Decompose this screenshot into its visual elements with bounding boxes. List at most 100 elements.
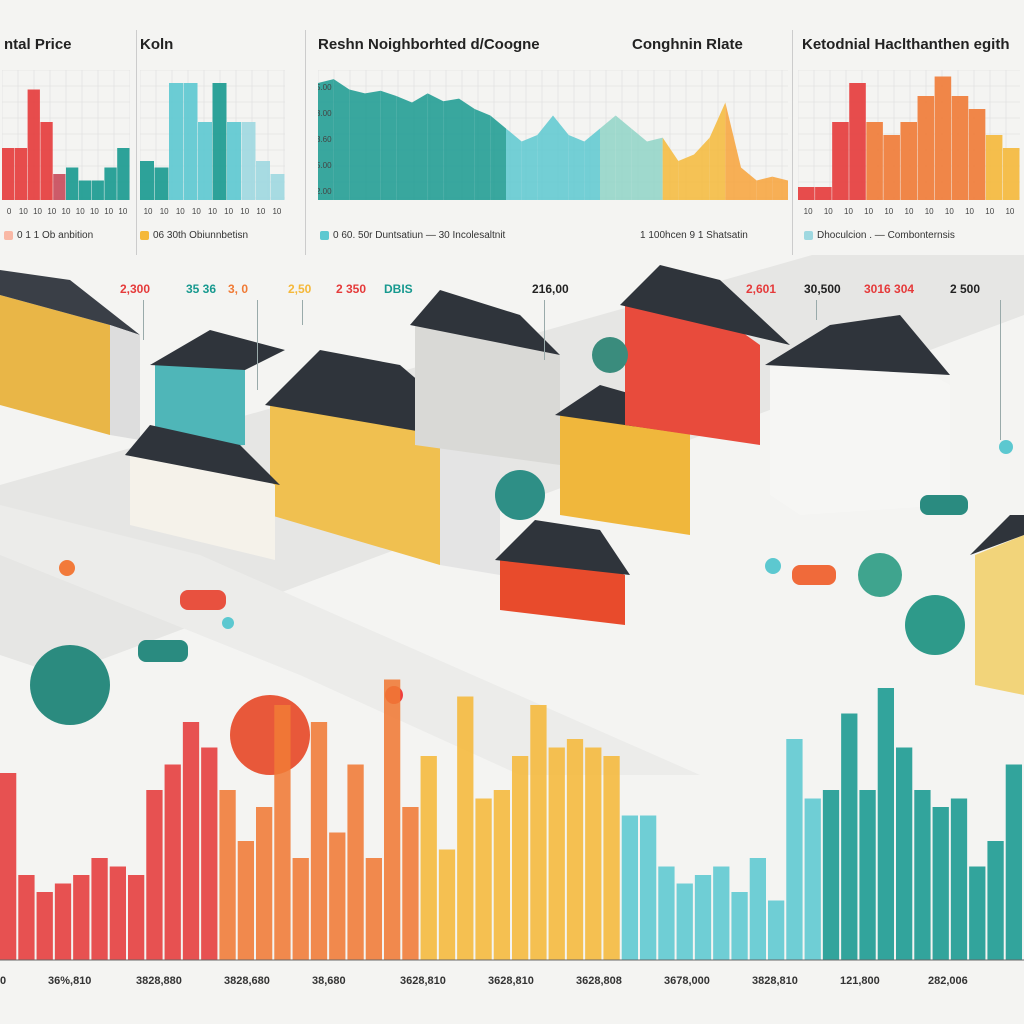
panel-title: Koln xyxy=(140,36,174,53)
x-tick-label: 10 xyxy=(62,207,71,216)
bar xyxy=(815,187,832,200)
divider xyxy=(136,30,137,255)
bar xyxy=(146,790,163,960)
bar xyxy=(749,858,766,960)
panel-rental-price: ntal Price 0 10 10 10 10 10 10 10 10 0 1 1 Ob an… xyxy=(0,0,135,262)
x-tick-label: 10 xyxy=(272,207,281,216)
bar xyxy=(1005,764,1022,960)
neighborhood-illustration xyxy=(0,255,1024,775)
bar xyxy=(603,756,620,960)
x-tick-label: 0 xyxy=(0,975,7,987)
panel-title: Ketodnial Haclthanthen egith xyxy=(802,36,1010,53)
area-segment xyxy=(333,79,350,200)
bar xyxy=(140,161,154,200)
callout-label: 30,500 xyxy=(804,282,841,296)
x-tick-label: 282,006 xyxy=(928,975,968,987)
x-tick-label: 10 xyxy=(33,207,42,216)
area-segment xyxy=(412,93,428,200)
bar xyxy=(900,122,918,200)
panel-neighborhood: Reshn Noighborhted d/Coogne Conghnin Rla… xyxy=(310,0,788,262)
panel-legend: 06 30th Obiunnbetisn xyxy=(140,230,248,241)
cars xyxy=(138,495,968,662)
bar xyxy=(694,875,712,960)
area-segment xyxy=(725,102,741,200)
bar xyxy=(621,815,638,960)
neighborhood-area-chart: 5.00 3.00 3.60 5.00 2.00 xyxy=(318,70,788,200)
bar xyxy=(91,858,108,960)
bar xyxy=(36,892,53,960)
callout-label: 2,300 xyxy=(120,282,151,296)
bar xyxy=(164,764,181,960)
x-tick-label: 10 xyxy=(19,207,28,216)
area-segment xyxy=(396,96,412,200)
bar xyxy=(883,135,900,200)
x-tick-label: 10 xyxy=(824,207,833,216)
bar xyxy=(198,122,212,200)
bar xyxy=(402,807,419,960)
bar xyxy=(713,866,730,960)
area-segment xyxy=(553,115,569,200)
x-tick-label: 3828,810 xyxy=(752,975,798,987)
callout-label: 2 500 xyxy=(950,282,981,296)
bar xyxy=(310,722,328,960)
x-tick-label: 10 xyxy=(1005,207,1014,216)
x-tick-label: 10 xyxy=(208,207,217,216)
area-segment xyxy=(568,135,585,200)
area-segment xyxy=(490,115,506,200)
bar xyxy=(914,790,931,960)
area-segment xyxy=(756,176,773,200)
bar xyxy=(0,773,17,960)
panel-title: Reshn Noighborhted d/Coogne xyxy=(318,36,540,53)
bar xyxy=(849,83,866,200)
panel-legend: 0 60. 50r Duntsatiun — 30 Incolesaltnit xyxy=(320,230,505,241)
x-tick-label: 10 xyxy=(256,207,265,216)
bar xyxy=(54,883,72,960)
leader-line xyxy=(544,300,545,360)
bar xyxy=(91,180,104,200)
bar xyxy=(154,167,169,200)
bar xyxy=(227,122,241,200)
callout-label: 3, 0 xyxy=(228,282,249,296)
y-tick-label: 3.60 xyxy=(318,135,332,144)
bar xyxy=(347,764,364,960)
leader-line xyxy=(302,300,303,325)
area-segment xyxy=(647,137,663,200)
bar xyxy=(212,83,227,200)
bar xyxy=(241,122,256,200)
area-segment xyxy=(694,137,710,200)
x-tick-label: 10 xyxy=(47,207,56,216)
bar xyxy=(201,747,218,960)
bar xyxy=(128,875,145,960)
area-segment xyxy=(741,167,757,200)
area-segment xyxy=(349,89,365,200)
bar xyxy=(968,109,986,200)
area-segment xyxy=(474,109,491,200)
bar xyxy=(117,148,130,200)
bar xyxy=(932,807,949,960)
area-segment xyxy=(615,115,632,200)
rental-price-chart: 0 10 10 10 10 10 10 10 10 xyxy=(2,70,130,216)
panel-koln: Koln 10 10 10 10 10 10 10 10 10 06 30th Obiunnbe… xyxy=(138,0,293,262)
area-segment xyxy=(427,93,444,200)
leader-line xyxy=(143,300,144,340)
bar xyxy=(14,148,28,200)
bar xyxy=(548,747,565,960)
bar xyxy=(841,713,858,960)
x-tick-label: 0 xyxy=(7,207,12,216)
callout-label: 3016 304 xyxy=(864,282,915,296)
bar xyxy=(658,866,675,960)
x-tick-label: 10 xyxy=(884,207,893,216)
bar xyxy=(786,739,803,960)
bar xyxy=(822,790,840,960)
area-segment xyxy=(709,102,726,200)
bar xyxy=(182,722,200,960)
bar xyxy=(866,122,883,200)
area-segment xyxy=(365,90,381,200)
divider xyxy=(305,30,306,255)
bar xyxy=(566,739,584,960)
area-segment xyxy=(537,115,553,200)
bar xyxy=(475,798,492,960)
area-segment xyxy=(772,176,788,200)
x-tick-label: 10 xyxy=(804,207,813,216)
x-tick-label: 3628,810 xyxy=(488,975,534,987)
